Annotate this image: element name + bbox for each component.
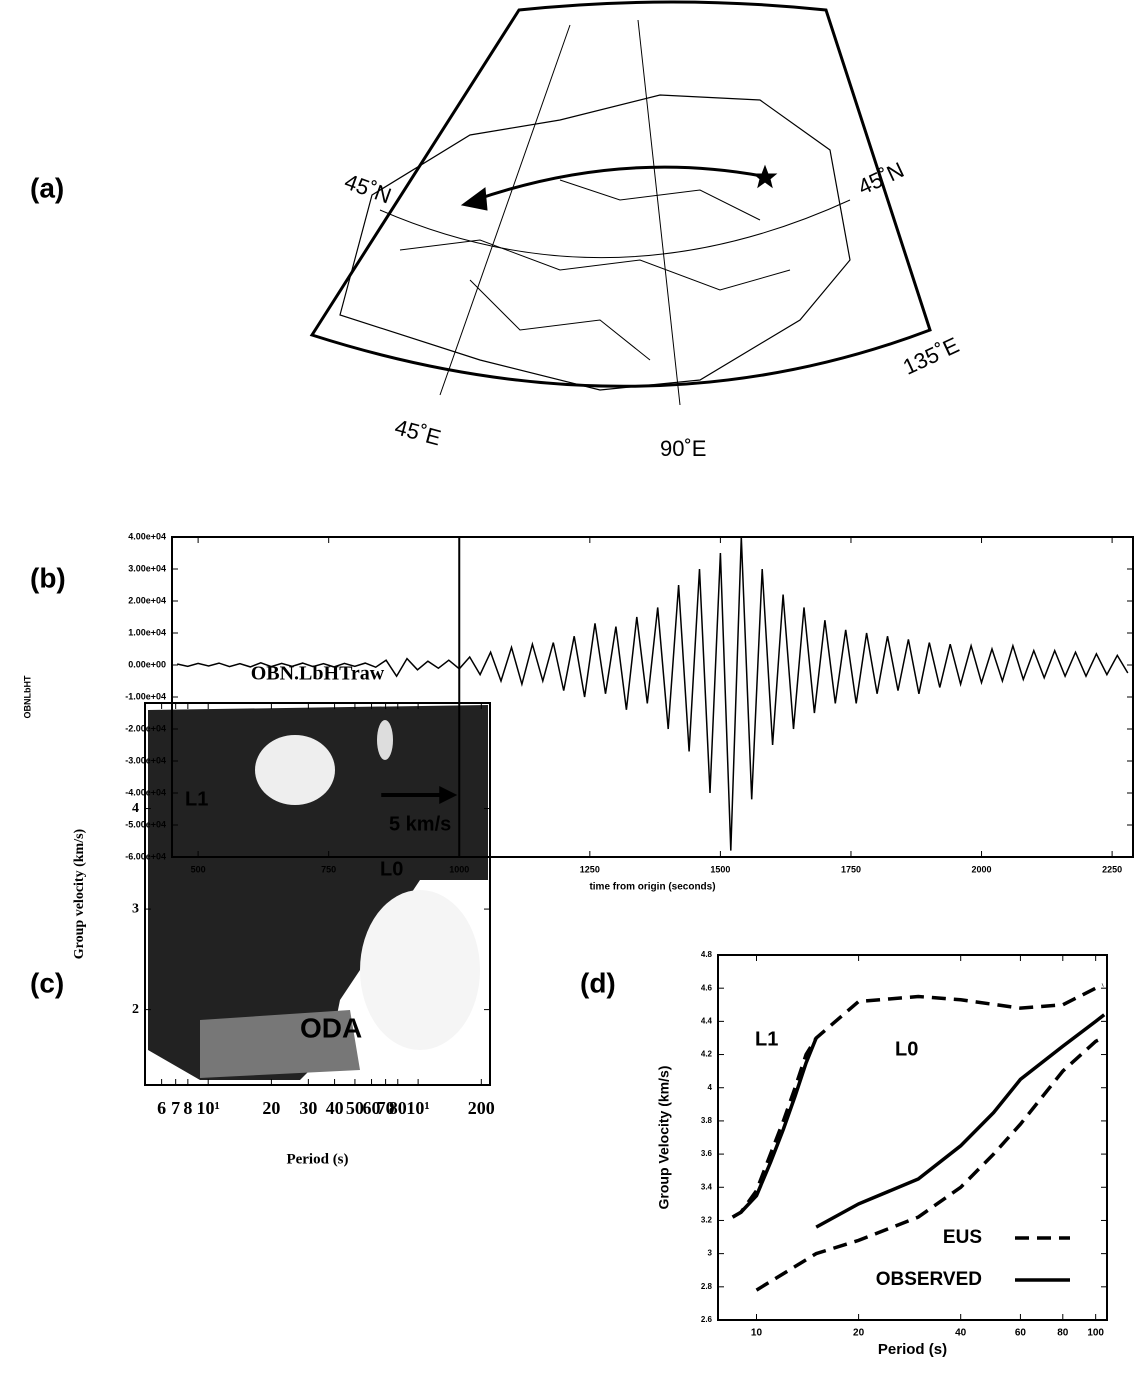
annotation: L0 xyxy=(895,1038,918,1060)
y-tick-label: 3 xyxy=(708,1249,713,1258)
y-tick-label: 2 xyxy=(132,1002,139,1017)
y-tick-label: 0.00e+00 xyxy=(128,659,166,669)
marker-label: 5 km/s xyxy=(389,813,451,835)
x-tick-label: 8 xyxy=(183,1098,192,1118)
x-tick-label: 6 xyxy=(157,1098,166,1118)
map xyxy=(309,0,932,406)
x-tick-label: 80 xyxy=(389,1098,407,1118)
coastline xyxy=(339,94,851,391)
y-tick-label: 4 xyxy=(708,1083,713,1092)
x-tick-label: 20 xyxy=(853,1328,865,1339)
y-tick-label: 3.6 xyxy=(701,1149,713,1158)
y-tick-label: 3.4 xyxy=(701,1182,713,1191)
x-tick-label: 1500 xyxy=(710,864,730,874)
parallel xyxy=(379,199,851,259)
y-tick-label: 4 xyxy=(132,801,139,816)
x-tick-label: 10¹ xyxy=(406,1098,429,1118)
x-tick-label: 10¹ xyxy=(196,1098,219,1118)
x-tick-label: 40 xyxy=(326,1098,344,1118)
x-tick-label: 60 xyxy=(1015,1328,1027,1339)
x-tick-label: 40 xyxy=(955,1328,967,1339)
y-tick-label: 1.00e+04 xyxy=(128,627,166,637)
x-tick-label: 1750 xyxy=(841,864,861,874)
x-tick-label: 7 xyxy=(171,1098,180,1118)
x-tick-label: 1000 xyxy=(449,864,469,874)
y-axis-label: Group Velocity (km/s) xyxy=(656,1066,672,1210)
map-label: 90˚E xyxy=(660,436,706,461)
x-tick-label: 80 xyxy=(1057,1328,1069,1339)
x-tick-label: 20 xyxy=(262,1098,280,1118)
data-line xyxy=(177,536,1129,851)
y-tick-label: 2.6 xyxy=(701,1315,713,1324)
marker-arrowhead xyxy=(439,786,458,804)
meridian xyxy=(439,24,571,396)
data-line xyxy=(731,1013,1106,1229)
y-tick-label: 4.00e+04 xyxy=(128,531,166,541)
spectrogram-texture xyxy=(148,705,488,1080)
y-tick-label: 2.00e+04 xyxy=(128,595,166,605)
y-axis-label: OBNLbHT xyxy=(22,675,32,718)
y-tick-label: 4.8 xyxy=(701,950,713,959)
y-tick-label: 3.2 xyxy=(701,1216,713,1225)
legend-label: OBSERVED xyxy=(876,1269,982,1290)
annotation: L1 xyxy=(185,788,208,810)
x-tick-label: 70 xyxy=(377,1098,395,1118)
y-tick-label: -1.00e+04 xyxy=(125,691,166,701)
x-axis-label: Period (s) xyxy=(878,1341,947,1358)
y-axis-label: Group velocity (km/s) xyxy=(72,828,87,959)
y-tick-label: 4.4 xyxy=(701,1016,713,1025)
event xyxy=(752,164,778,189)
chart-title: OBN.LbHTraw xyxy=(251,663,385,685)
y-tick-label: 4.2 xyxy=(701,1050,713,1059)
x-tick-label: 2000 xyxy=(972,864,992,874)
y-tick-label: 3.00e+04 xyxy=(128,563,166,573)
y-tick-label: 4.6 xyxy=(701,983,713,992)
y-tick-label: 3.8 xyxy=(701,1116,713,1125)
x-tick-label: 100 xyxy=(1087,1328,1104,1339)
x-axis-label: Period (s) xyxy=(286,1151,348,1167)
annotation: ODA xyxy=(300,1012,362,1043)
borders xyxy=(399,179,791,361)
path xyxy=(474,165,763,202)
x-tick-label: 2250 xyxy=(1102,864,1122,874)
annotation: L0 xyxy=(380,858,403,880)
legend-label: EUS xyxy=(943,1227,982,1248)
x-tick-label: 500 xyxy=(191,864,206,874)
annotation: L1 xyxy=(755,1028,778,1050)
y-tick-label: 2.8 xyxy=(701,1282,713,1291)
panel-label: (a) xyxy=(30,172,64,203)
x-tick-label: 750 xyxy=(321,864,336,874)
map-frame xyxy=(309,0,932,388)
x-tick-label: 10 xyxy=(751,1328,763,1339)
panel-label: (d) xyxy=(580,967,616,998)
x-tick-label: 60 xyxy=(363,1098,381,1118)
x-tick-label: 200 xyxy=(468,1098,495,1118)
y-tick-label: 3 xyxy=(132,901,139,916)
panel-label: (c) xyxy=(30,967,64,998)
x-axis-label: time from origin (seconds) xyxy=(589,882,715,893)
panel-label: (b) xyxy=(30,562,66,593)
x-tick-label: 30 xyxy=(299,1098,317,1118)
plot-frame xyxy=(717,954,1108,1321)
meridian xyxy=(637,19,681,406)
station xyxy=(460,187,488,211)
plot-frame xyxy=(144,702,491,1086)
x-tick-label: 50 xyxy=(346,1098,364,1118)
x-tick-label: 1250 xyxy=(580,864,600,874)
